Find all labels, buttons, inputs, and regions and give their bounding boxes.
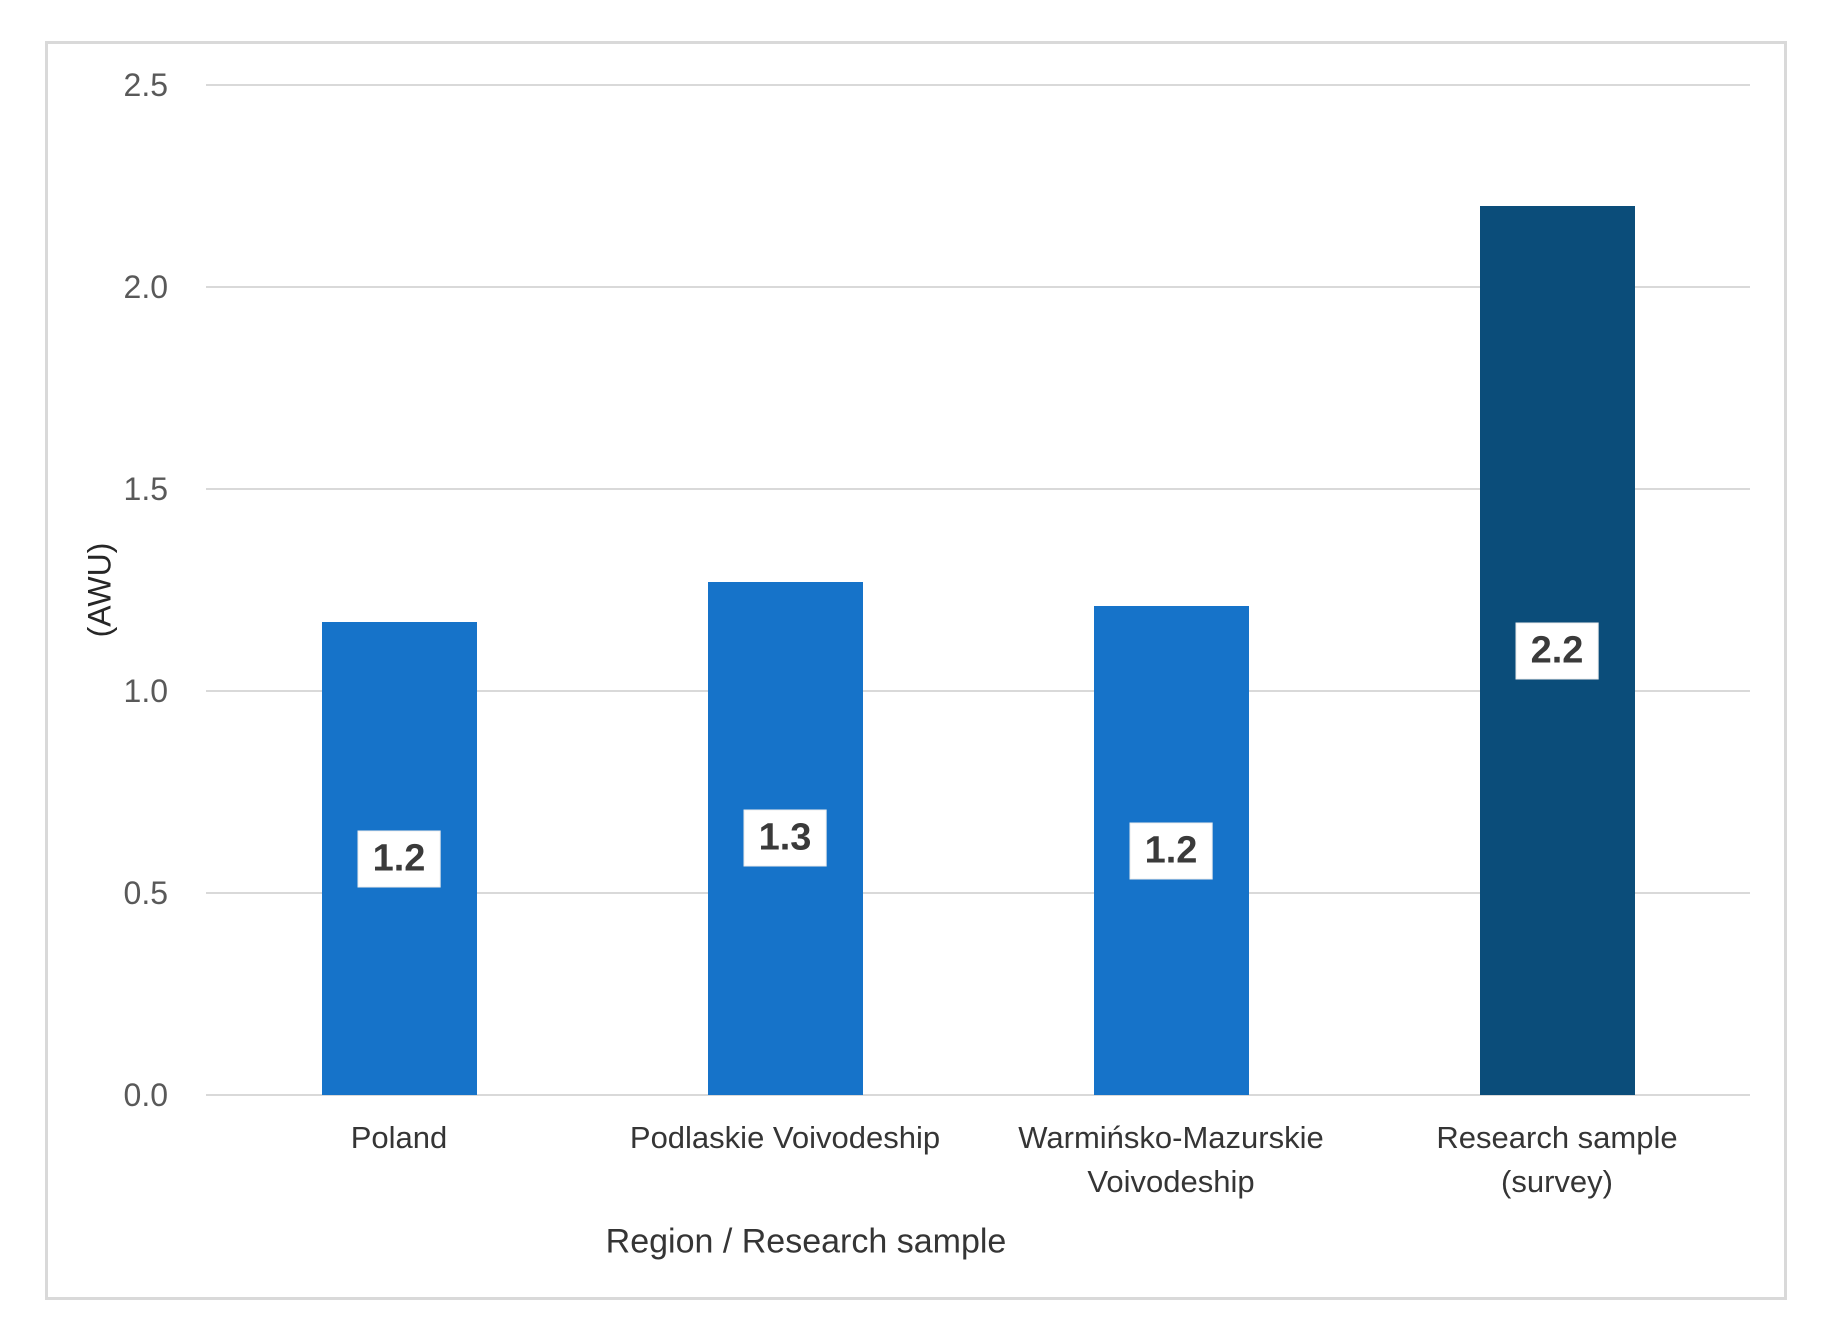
plot-area: 1.2 1.3 1.2 2.2 [206,84,1750,1096]
x-category-label-line: Research sample [1436,1120,1678,1155]
y-axis-title: (AWU) [81,542,118,638]
gridline [206,286,1750,288]
y-tick-label: 1.5 [123,471,168,507]
bar: 1.2 [1093,606,1249,1095]
x-category-label-line: (survey) [1501,1164,1613,1199]
gridline [206,690,1750,692]
gridline [206,892,1750,894]
y-tick-label: 1.0 [123,673,168,709]
gridline [206,84,1750,86]
data-label: 1.3 [743,809,827,867]
x-category-label-line: Warmińsko-Mazurskie [1018,1120,1324,1155]
y-tick-label: 0.5 [123,875,168,911]
x-category-label: Warmińsko-Mazurskie Voivodeship [956,1116,1386,1204]
x-axis-title: Region / Research sample [605,1222,1007,1261]
y-tick-label: 2.0 [123,269,168,305]
bar: 2.2 [1479,206,1635,1095]
y-tick-label: 0.0 [123,1077,168,1113]
x-category-label: Research sample (survey) [1342,1116,1772,1204]
x-category-label-line: Voivodeship [1087,1164,1255,1199]
x-category-label-line: Poland [350,1120,448,1155]
data-label: 1.2 [357,830,441,888]
bar: 1.3 [707,581,863,1095]
x-category-label: Podlaskie Voivodeship [570,1116,1000,1160]
x-category-label: Poland [184,1116,614,1160]
chart-frame: 1.2 1.3 1.2 2.2 (AWU) Region / Research sam… [45,41,1787,1300]
y-tick-label: 2.5 [123,67,168,103]
x-category-label-line: Podlaskie Voivodeship [629,1120,941,1155]
gridline [206,1094,1750,1096]
data-label: 2.2 [1515,622,1599,680]
gridline [206,488,1750,490]
bar: 1.2 [321,622,477,1095]
data-label: 1.2 [1129,822,1213,880]
